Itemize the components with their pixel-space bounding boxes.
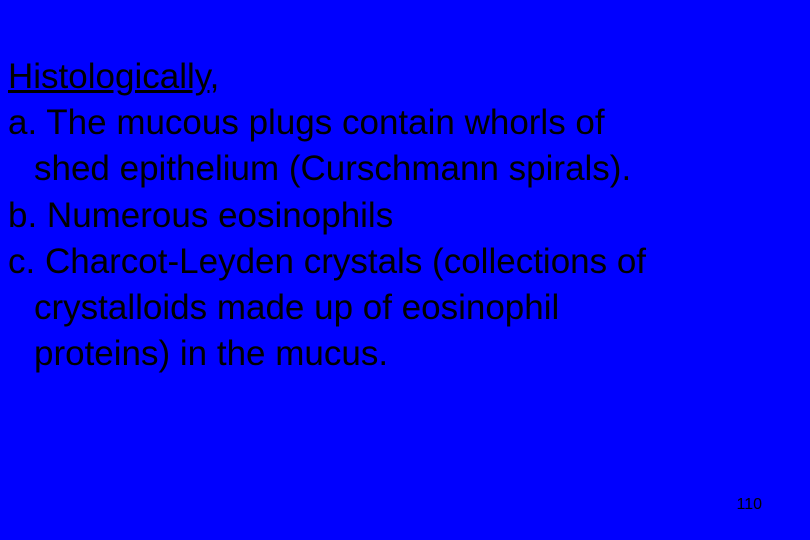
- list-item-cont: crystalloids made up of eosinophil: [8, 285, 790, 331]
- list-item: c. Charcot-Leyden crystals (collections …: [8, 239, 790, 285]
- page-number: 110: [736, 496, 762, 514]
- slide: Histologically, a. The mucous plugs cont…: [0, 0, 810, 540]
- slide-heading: Histologically,: [8, 57, 219, 96]
- list-item: b. Numerous eosinophils: [8, 193, 790, 239]
- list-item-cont: shed epithelium (Curschmann spirals).: [8, 146, 790, 192]
- list-item: a. The mucous plugs contain whorls of: [8, 100, 790, 146]
- list-item-cont: proteins) in the mucus.: [8, 331, 790, 377]
- slide-text: Histologically, a. The mucous plugs cont…: [8, 54, 790, 377]
